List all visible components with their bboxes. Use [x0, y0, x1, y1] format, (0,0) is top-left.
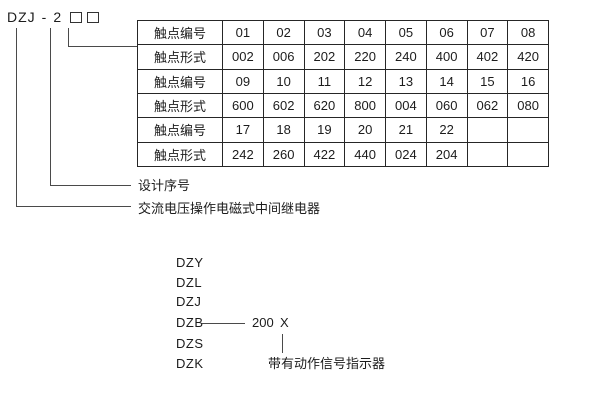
table-cell: 260	[262, 141, 305, 168]
table-cell: 242	[222, 141, 264, 168]
table-cell: 080	[507, 92, 549, 119]
table-cell: 420	[507, 44, 549, 70]
table-cell: 12	[344, 68, 386, 94]
row-header: 触点编号	[137, 68, 223, 94]
callout-line-relay-horizontal	[16, 206, 131, 207]
table-cell: 600	[222, 92, 264, 119]
table-cell: 602	[262, 92, 305, 119]
callout-line-table-horizontal	[68, 46, 137, 47]
table-cell: 060	[425, 92, 468, 119]
table-cell: 11	[303, 68, 346, 94]
table-cell: 402	[466, 44, 509, 70]
table-cell: 202	[303, 44, 346, 70]
indicator-connector-line	[282, 334, 283, 353]
table-cell: 10	[262, 68, 305, 94]
model-list-item-dzb: DZB	[176, 315, 204, 330]
model-list-item-dzy: DZY	[176, 255, 204, 270]
table-cell: 01	[222, 19, 264, 46]
table-row: 触点形式 242 260 422 440 024 204	[137, 141, 549, 168]
table-cell: 18	[262, 117, 305, 143]
dzb-number: 200	[252, 315, 274, 330]
table-cell	[466, 141, 509, 168]
table-row: 触点形式 002 006 202 220 240 400 402 420	[137, 44, 549, 70]
design-serial-label: 设计序号	[138, 178, 191, 193]
table-cell: 15	[466, 68, 509, 94]
dzb-suffix: X	[280, 315, 289, 330]
table-cell: 06	[425, 19, 468, 46]
table-cell: 062	[466, 92, 509, 119]
callout-line-serial-horizontal	[50, 185, 131, 186]
contact-table: 触点编号 01 02 03 04 05 06 07 08 触点形式 002 00…	[137, 19, 549, 168]
table-cell: 05	[385, 19, 427, 46]
table-cell: 08	[507, 19, 549, 46]
row-header: 触点编号	[137, 117, 223, 143]
table-cell: 400	[425, 44, 468, 70]
table-cell: 002	[222, 44, 264, 70]
table-cell: 204	[425, 141, 468, 168]
table-cell: 13	[385, 68, 427, 94]
table-cell: 006	[262, 44, 305, 70]
relay-type-label: 交流电压操作电磁式中间继电器	[138, 201, 321, 216]
table-cell: 004	[385, 92, 427, 119]
table-row: 触点编号 01 02 03 04 05 06 07 08	[137, 19, 549, 46]
model-prefix: DZJ	[7, 9, 36, 25]
table-cell: 240	[385, 44, 427, 70]
model-list-item-dzl: DZL	[176, 275, 203, 290]
row-header: 触点形式	[137, 141, 223, 168]
table-row: 触点编号 17 18 19 20 21 22	[137, 117, 549, 143]
table-cell: 440	[344, 141, 386, 168]
model-code: DZJ - 2 □ □	[7, 9, 100, 25]
model-list-item-dzj: DZJ	[176, 294, 202, 309]
table-cell: 21	[385, 117, 427, 143]
callout-line-table-vertical	[68, 28, 69, 46]
table-cell: 220	[344, 44, 386, 70]
row-header: 触点形式	[137, 92, 223, 119]
row-header: 触点编号	[137, 19, 223, 46]
placeholder-box-icon: □	[87, 11, 100, 23]
table-row: 触点编号 09 10 11 12 13 14 15 16	[137, 68, 549, 94]
callout-line-serial-vertical	[50, 28, 51, 185]
table-cell: 03	[303, 19, 346, 46]
model-list-item-dzs: DZS	[176, 336, 204, 351]
table-cell: 17	[222, 117, 264, 143]
table-cell: 07	[466, 19, 509, 46]
table-cell: 620	[303, 92, 346, 119]
table-cell: 024	[385, 141, 427, 168]
table-cell	[466, 117, 509, 143]
table-cell: 19	[303, 117, 346, 143]
table-cell: 800	[344, 92, 386, 119]
model-separator: -	[41, 9, 48, 25]
row-header: 触点形式	[137, 44, 223, 70]
table-cell: 422	[303, 141, 346, 168]
model-serial: 2	[53, 9, 63, 25]
table-cell: 22	[425, 117, 468, 143]
placeholder-box-icon: □	[70, 11, 83, 23]
table-cell: 04	[344, 19, 386, 46]
table-cell: 09	[222, 68, 264, 94]
indicator-note: 带有动作信号指示器	[268, 356, 386, 371]
table-cell: 02	[262, 19, 305, 46]
model-list-item-dzk: DZK	[176, 356, 204, 371]
callout-line-relay-vertical	[16, 28, 17, 206]
table-cell: 14	[425, 68, 468, 94]
table-row: 触点形式 600 602 620 800 004 060 062 080	[137, 92, 549, 119]
dzb-connector-line	[202, 323, 245, 324]
table-cell	[507, 117, 549, 143]
table-cell: 16	[507, 68, 549, 94]
table-cell	[507, 141, 549, 168]
table-cell: 20	[344, 117, 386, 143]
